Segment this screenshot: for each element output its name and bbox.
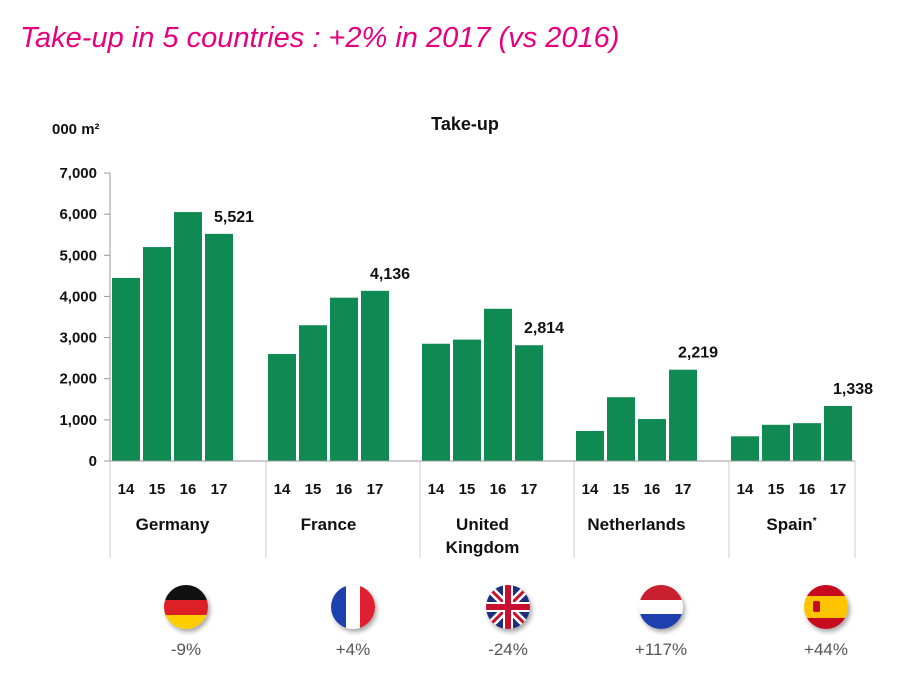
bar: [824, 405, 852, 461]
change-percent: -9%: [170, 640, 202, 659]
country-label: Kingdom: [446, 538, 520, 557]
change-percent: -24%: [488, 640, 528, 659]
year-tick-label: 15: [613, 481, 630, 498]
y-tick-label: 0: [89, 453, 97, 470]
year-tick-label: 17: [211, 481, 228, 498]
spain-flag-icon: [804, 585, 848, 629]
y-tick-label: 5,000: [59, 247, 97, 264]
uk-flag-icon: [486, 585, 530, 629]
y-tick-label: 3,000: [59, 330, 97, 347]
data-label-2017: 2,219: [678, 345, 718, 362]
year-tick-label: 14: [118, 481, 135, 498]
year-tick-label: 15: [459, 481, 476, 498]
y-axis-unit: 000 m²: [52, 121, 100, 138]
bar: [268, 354, 296, 461]
bar: [576, 430, 604, 461]
headline-tail: (vs 2016): [490, 22, 620, 54]
country-label: United: [456, 515, 509, 534]
bar: [669, 369, 697, 461]
bar: [638, 419, 666, 461]
bar: [112, 277, 140, 461]
bar: [607, 397, 635, 461]
year-tick-label: 17: [830, 481, 847, 498]
y-tick-label: 7,000: [59, 165, 97, 182]
bar: [361, 290, 389, 461]
country-label: Germany: [136, 515, 210, 534]
y-tick-label: 6,000: [59, 206, 97, 223]
data-label-2017: 2,814: [524, 320, 564, 337]
year-tick-label: 15: [149, 481, 166, 498]
y-tick-label: 1,000: [59, 412, 97, 429]
year-tick-label: 14: [582, 481, 599, 498]
france-flag-icon: [331, 585, 375, 629]
headline: Take-up in 5 countries : +2% in 2017 (vs…: [20, 22, 619, 55]
change-percent: +44%: [804, 640, 848, 659]
year-tick-label: 17: [675, 481, 692, 498]
data-label-2017: 5,521: [214, 209, 254, 226]
bars: 5,521 4,136 2,814 2,219 1,338: [112, 209, 873, 461]
year-tick-label: 17: [521, 481, 538, 498]
y-axis: 0 1,000 2,000 3,000 4,000 5,000 6,000 7,000: [59, 165, 111, 470]
bar: [422, 343, 450, 461]
year-tick-label: 14: [737, 481, 754, 498]
y-tick-label: 2,000: [59, 371, 97, 388]
headline-main: Take-up in 5 countries : +2% in 2017: [20, 22, 491, 54]
year-tick-label: 16: [336, 481, 353, 498]
chart-title: Take-up: [431, 114, 499, 134]
bar: [762, 424, 790, 461]
footnote-mark: *: [813, 516, 817, 527]
country-label: Netherlands: [587, 515, 685, 534]
bar: [484, 308, 512, 461]
year-tick-label: 17: [367, 481, 384, 498]
change-percent: +117%: [634, 640, 688, 659]
bar: [143, 247, 171, 461]
year-tick-label: 16: [490, 481, 507, 498]
bar: [330, 297, 358, 461]
bar: [205, 233, 233, 461]
bar: [731, 436, 759, 461]
year-tick-label: 15: [305, 481, 322, 498]
bar: [793, 423, 821, 461]
netherlands-flag-icon: [639, 585, 683, 629]
change-percent: +4%: [335, 640, 371, 659]
bar: [515, 345, 543, 461]
year-tick-label: 15: [768, 481, 785, 498]
bar: [174, 212, 202, 461]
year-tick-label: 16: [180, 481, 197, 498]
data-label-2017: 1,338: [833, 381, 873, 398]
germany-flag-icon: [164, 585, 208, 629]
bar: [299, 325, 327, 461]
bar: [453, 339, 481, 461]
year-tick-label: 16: [799, 481, 816, 498]
country-label: Spain*: [766, 515, 816, 534]
data-label-2017: 4,136: [370, 266, 410, 283]
year-tick-label: 14: [274, 481, 291, 498]
year-tick-label: 14: [428, 481, 445, 498]
year-tick-label: 16: [644, 481, 661, 498]
country-label: France: [301, 515, 357, 534]
y-tick-label: 4,000: [59, 288, 97, 305]
